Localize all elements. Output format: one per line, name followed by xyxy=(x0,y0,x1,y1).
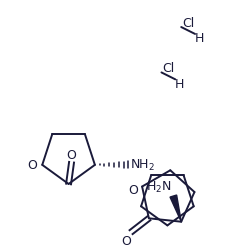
Text: O: O xyxy=(121,234,131,247)
Text: H: H xyxy=(194,32,204,45)
Text: O: O xyxy=(27,159,37,172)
Text: NH$_2$: NH$_2$ xyxy=(131,158,155,173)
Text: Cl: Cl xyxy=(182,17,194,29)
Text: H: H xyxy=(175,77,184,90)
Polygon shape xyxy=(170,195,181,222)
Text: Cl: Cl xyxy=(162,62,175,75)
Text: O: O xyxy=(67,149,77,162)
Text: H$_2$N: H$_2$N xyxy=(146,179,171,194)
Text: O: O xyxy=(128,183,138,196)
